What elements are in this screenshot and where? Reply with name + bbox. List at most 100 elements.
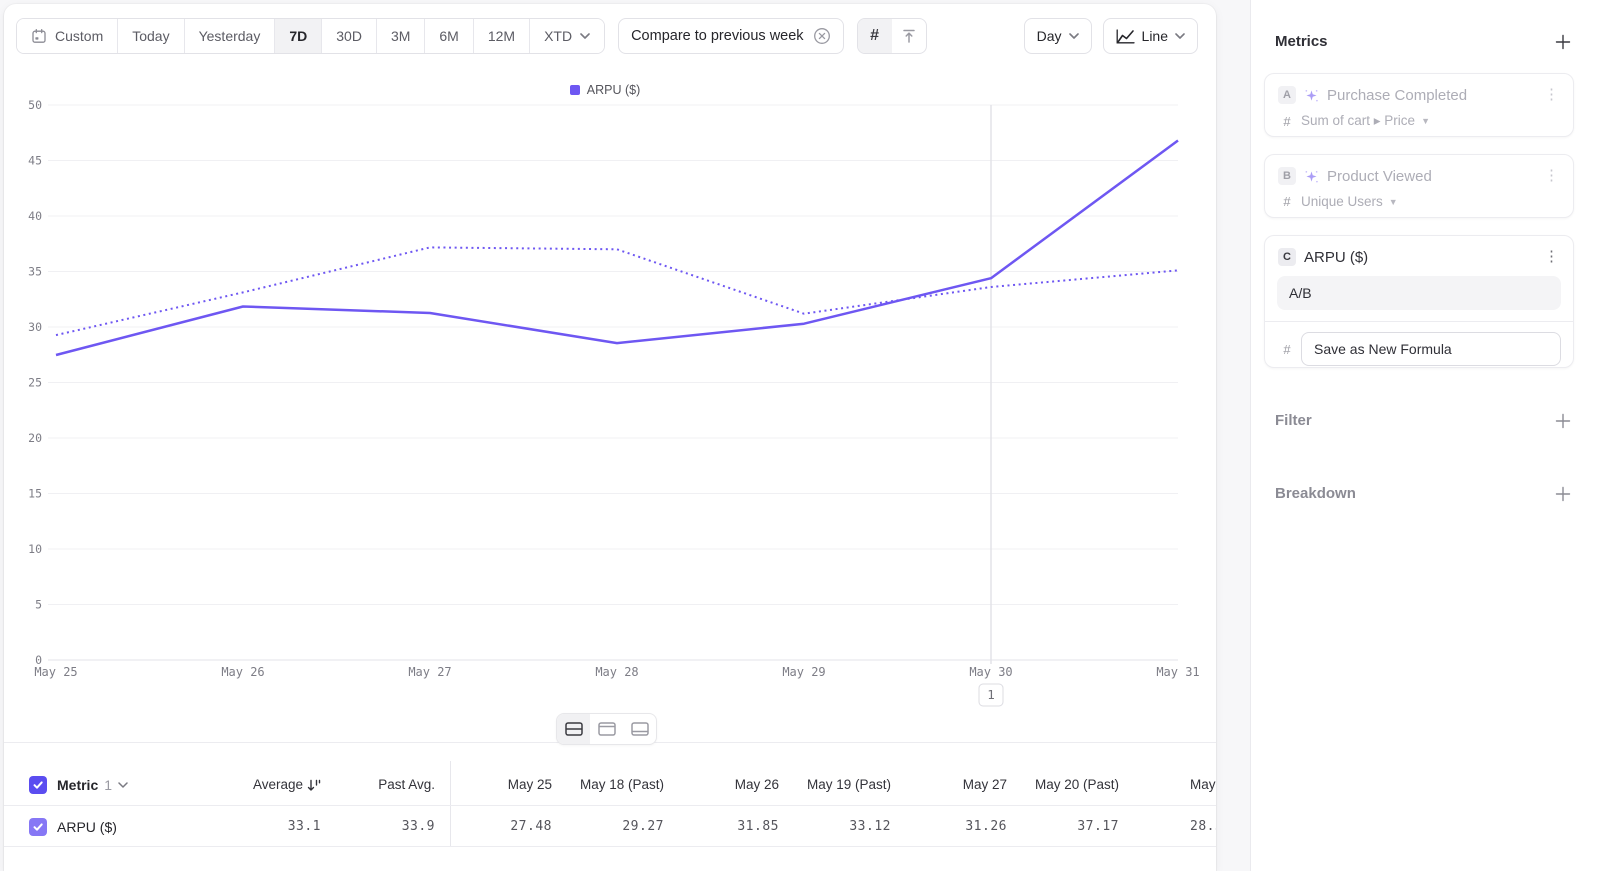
range-button-12m[interactable]: 12M xyxy=(472,19,530,53)
y-axis-tick: 30 xyxy=(28,320,42,334)
x-axis-tick: May 27 xyxy=(408,665,451,679)
report-canvas: Custom Today Yesterday 7D 30D 3M 6M 12M XTD Comp… xyxy=(4,4,1216,871)
plus-icon xyxy=(1555,486,1571,501)
column-header-label: Average xyxy=(252,777,303,792)
x-axis-tick: May 29 xyxy=(782,665,825,679)
column-header[interactable]: May 27 xyxy=(857,775,1007,795)
range-button-label: 12M xyxy=(487,28,516,44)
table-cell: 31.26 xyxy=(965,819,1007,834)
column-header[interactable]: Average xyxy=(171,775,321,795)
table-cell: 33.12 xyxy=(849,819,891,834)
metric-card-b[interactable]: B Product Viewed ⋮ # Unique Users ▼ xyxy=(1264,154,1574,218)
compare-chip[interactable]: Compare to previous week xyxy=(618,18,844,54)
query-builder-sidebar: Metrics A Purchase Completed ⋮ # Sum of … xyxy=(1250,0,1600,871)
metric-badge: B xyxy=(1278,167,1296,185)
metric-title: Purchase Completed xyxy=(1327,86,1468,104)
metric-row-checkbox[interactable] xyxy=(29,818,47,836)
range-button-label: 30D xyxy=(336,28,362,44)
metric-card-c[interactable]: C ARPU ($) ⋮ A/B # Save as New Formula xyxy=(1264,235,1574,368)
y-axis-tick: 15 xyxy=(28,487,42,501)
metric-options-kebab-icon[interactable]: ⋮ xyxy=(1544,86,1559,103)
column-header[interactable]: May 26 xyxy=(629,775,779,795)
add-filter-button[interactable] xyxy=(1555,413,1571,429)
range-button-xtd[interactable]: XTD xyxy=(529,19,605,53)
aggregation-dropdown[interactable]: Unique Users ▼ xyxy=(1301,194,1398,209)
column-header[interactable]: May 19 (Past) xyxy=(741,775,891,795)
range-button-7d[interactable]: 7D xyxy=(274,19,322,53)
metric-column-header[interactable]: Metric 1 xyxy=(57,775,128,795)
metric-badge: C xyxy=(1278,248,1296,266)
y-axis-tick: 5 xyxy=(35,598,42,612)
gridlines-toggle-button[interactable]: # xyxy=(857,19,892,53)
remove-compare-icon[interactable] xyxy=(813,27,831,45)
table-cell: 31.85 xyxy=(737,819,779,834)
y-axis-tick: 20 xyxy=(28,431,42,445)
x-axis-tick: May 30 xyxy=(969,665,1012,679)
range-button-label: 6M xyxy=(439,28,459,44)
aggregation-label: Unique Users xyxy=(1301,194,1383,209)
table-cell: 37.17 xyxy=(1077,819,1119,834)
event-sparkle-icon xyxy=(1305,170,1318,182)
add-metric-button[interactable] xyxy=(1555,34,1571,50)
chart-type-dropdown[interactable]: Line xyxy=(1102,18,1198,54)
metric-card-a[interactable]: A Purchase Completed ⋮ # Sum of cart ▸ P… xyxy=(1264,73,1574,137)
column-header-label: May 20 (Past) xyxy=(1034,777,1119,792)
plus-icon xyxy=(1555,34,1571,49)
range-button-today[interactable]: Today xyxy=(117,19,184,53)
annotation-flag-icon xyxy=(902,29,915,43)
range-button-yesterday[interactable]: Yesterday xyxy=(183,19,275,53)
table-cell: 33.9 xyxy=(401,819,435,834)
column-header[interactable]: Past Avg. xyxy=(285,775,435,795)
save-button-label: Save as New Formula xyxy=(1314,341,1452,357)
check-icon xyxy=(33,781,43,789)
range-button-6m[interactable]: 6M xyxy=(424,19,473,53)
column-header[interactable]: May 25 xyxy=(402,775,552,795)
annotation-marker-label: 1 xyxy=(987,687,995,702)
annotations-toggle-button[interactable] xyxy=(892,19,926,53)
add-breakdown-button[interactable] xyxy=(1555,486,1571,502)
table-header-border xyxy=(4,805,1216,806)
range-button-label: Custom xyxy=(55,28,104,44)
x-axis-tick: May 31 xyxy=(1156,665,1199,679)
select-all-checkbox[interactable] xyxy=(29,776,47,794)
formula-input[interactable]: A/B xyxy=(1277,276,1561,310)
split-view-button[interactable] xyxy=(557,714,590,744)
filter-section-header: Filter xyxy=(1275,412,1571,429)
event-sparkle-icon xyxy=(1305,89,1318,101)
aggregation-dropdown[interactable]: Sum of cart ▸ Price ▼ xyxy=(1301,113,1430,129)
annotation-marker[interactable] xyxy=(978,683,1004,707)
metric-title: Product Viewed xyxy=(1327,167,1432,185)
column-header[interactable]: May 20 (Past) xyxy=(969,775,1119,795)
range-button-30d[interactable]: 30D xyxy=(321,19,376,53)
table-only-view-button[interactable] xyxy=(623,714,656,744)
gridlines-icon: # xyxy=(870,27,880,44)
column-header[interactable]: May 18 (Past) xyxy=(514,775,664,795)
granularity-dropdown[interactable]: Day xyxy=(1023,18,1092,54)
metric-options-kebab-icon[interactable]: ⋮ xyxy=(1544,248,1559,265)
metrics-section-header: Metrics xyxy=(1275,33,1571,50)
card-divider xyxy=(1265,321,1573,322)
chart-toolbar: Custom Today Yesterday 7D 30D 3M 6M 12M XTD Comp… xyxy=(16,18,1198,54)
chevron-down-icon xyxy=(118,782,128,788)
chart-options-group: # xyxy=(856,18,927,54)
metric-options-kebab-icon[interactable]: ⋮ xyxy=(1544,167,1559,184)
chart-only-view-button[interactable] xyxy=(590,714,623,744)
split-horizontal-icon xyxy=(564,722,583,736)
save-as-new-formula-button[interactable]: Save as New Formula xyxy=(1301,332,1561,366)
y-axis-tick: 25 xyxy=(28,376,42,390)
layout-toggle-group xyxy=(556,713,657,745)
range-button-3m[interactable]: 3M xyxy=(375,19,425,53)
range-button-custom[interactable]: Custom xyxy=(17,19,118,53)
aggregation-hash-icon: # xyxy=(1283,341,1291,357)
table-cell: 29.27 xyxy=(622,819,664,834)
line-chart-icon xyxy=(1116,28,1135,43)
column-header[interactable]: May 2 xyxy=(1190,775,1216,795)
range-button-label: Today xyxy=(132,28,170,44)
column-header-label: May 18 (Past) xyxy=(579,777,664,792)
chevron-down-icon xyxy=(1175,33,1185,39)
line-chart[interactable]: 0 5 10 15 20 25 30 35 40 45 50 May 25 May 26 May 27 Ma… xyxy=(4,4,1216,867)
column-header-label: May 19 (Past) xyxy=(806,777,891,792)
breakdown-title: Breakdown xyxy=(1275,485,1356,502)
metric-title: ARPU ($) xyxy=(1304,248,1369,266)
plus-icon xyxy=(1555,413,1571,428)
